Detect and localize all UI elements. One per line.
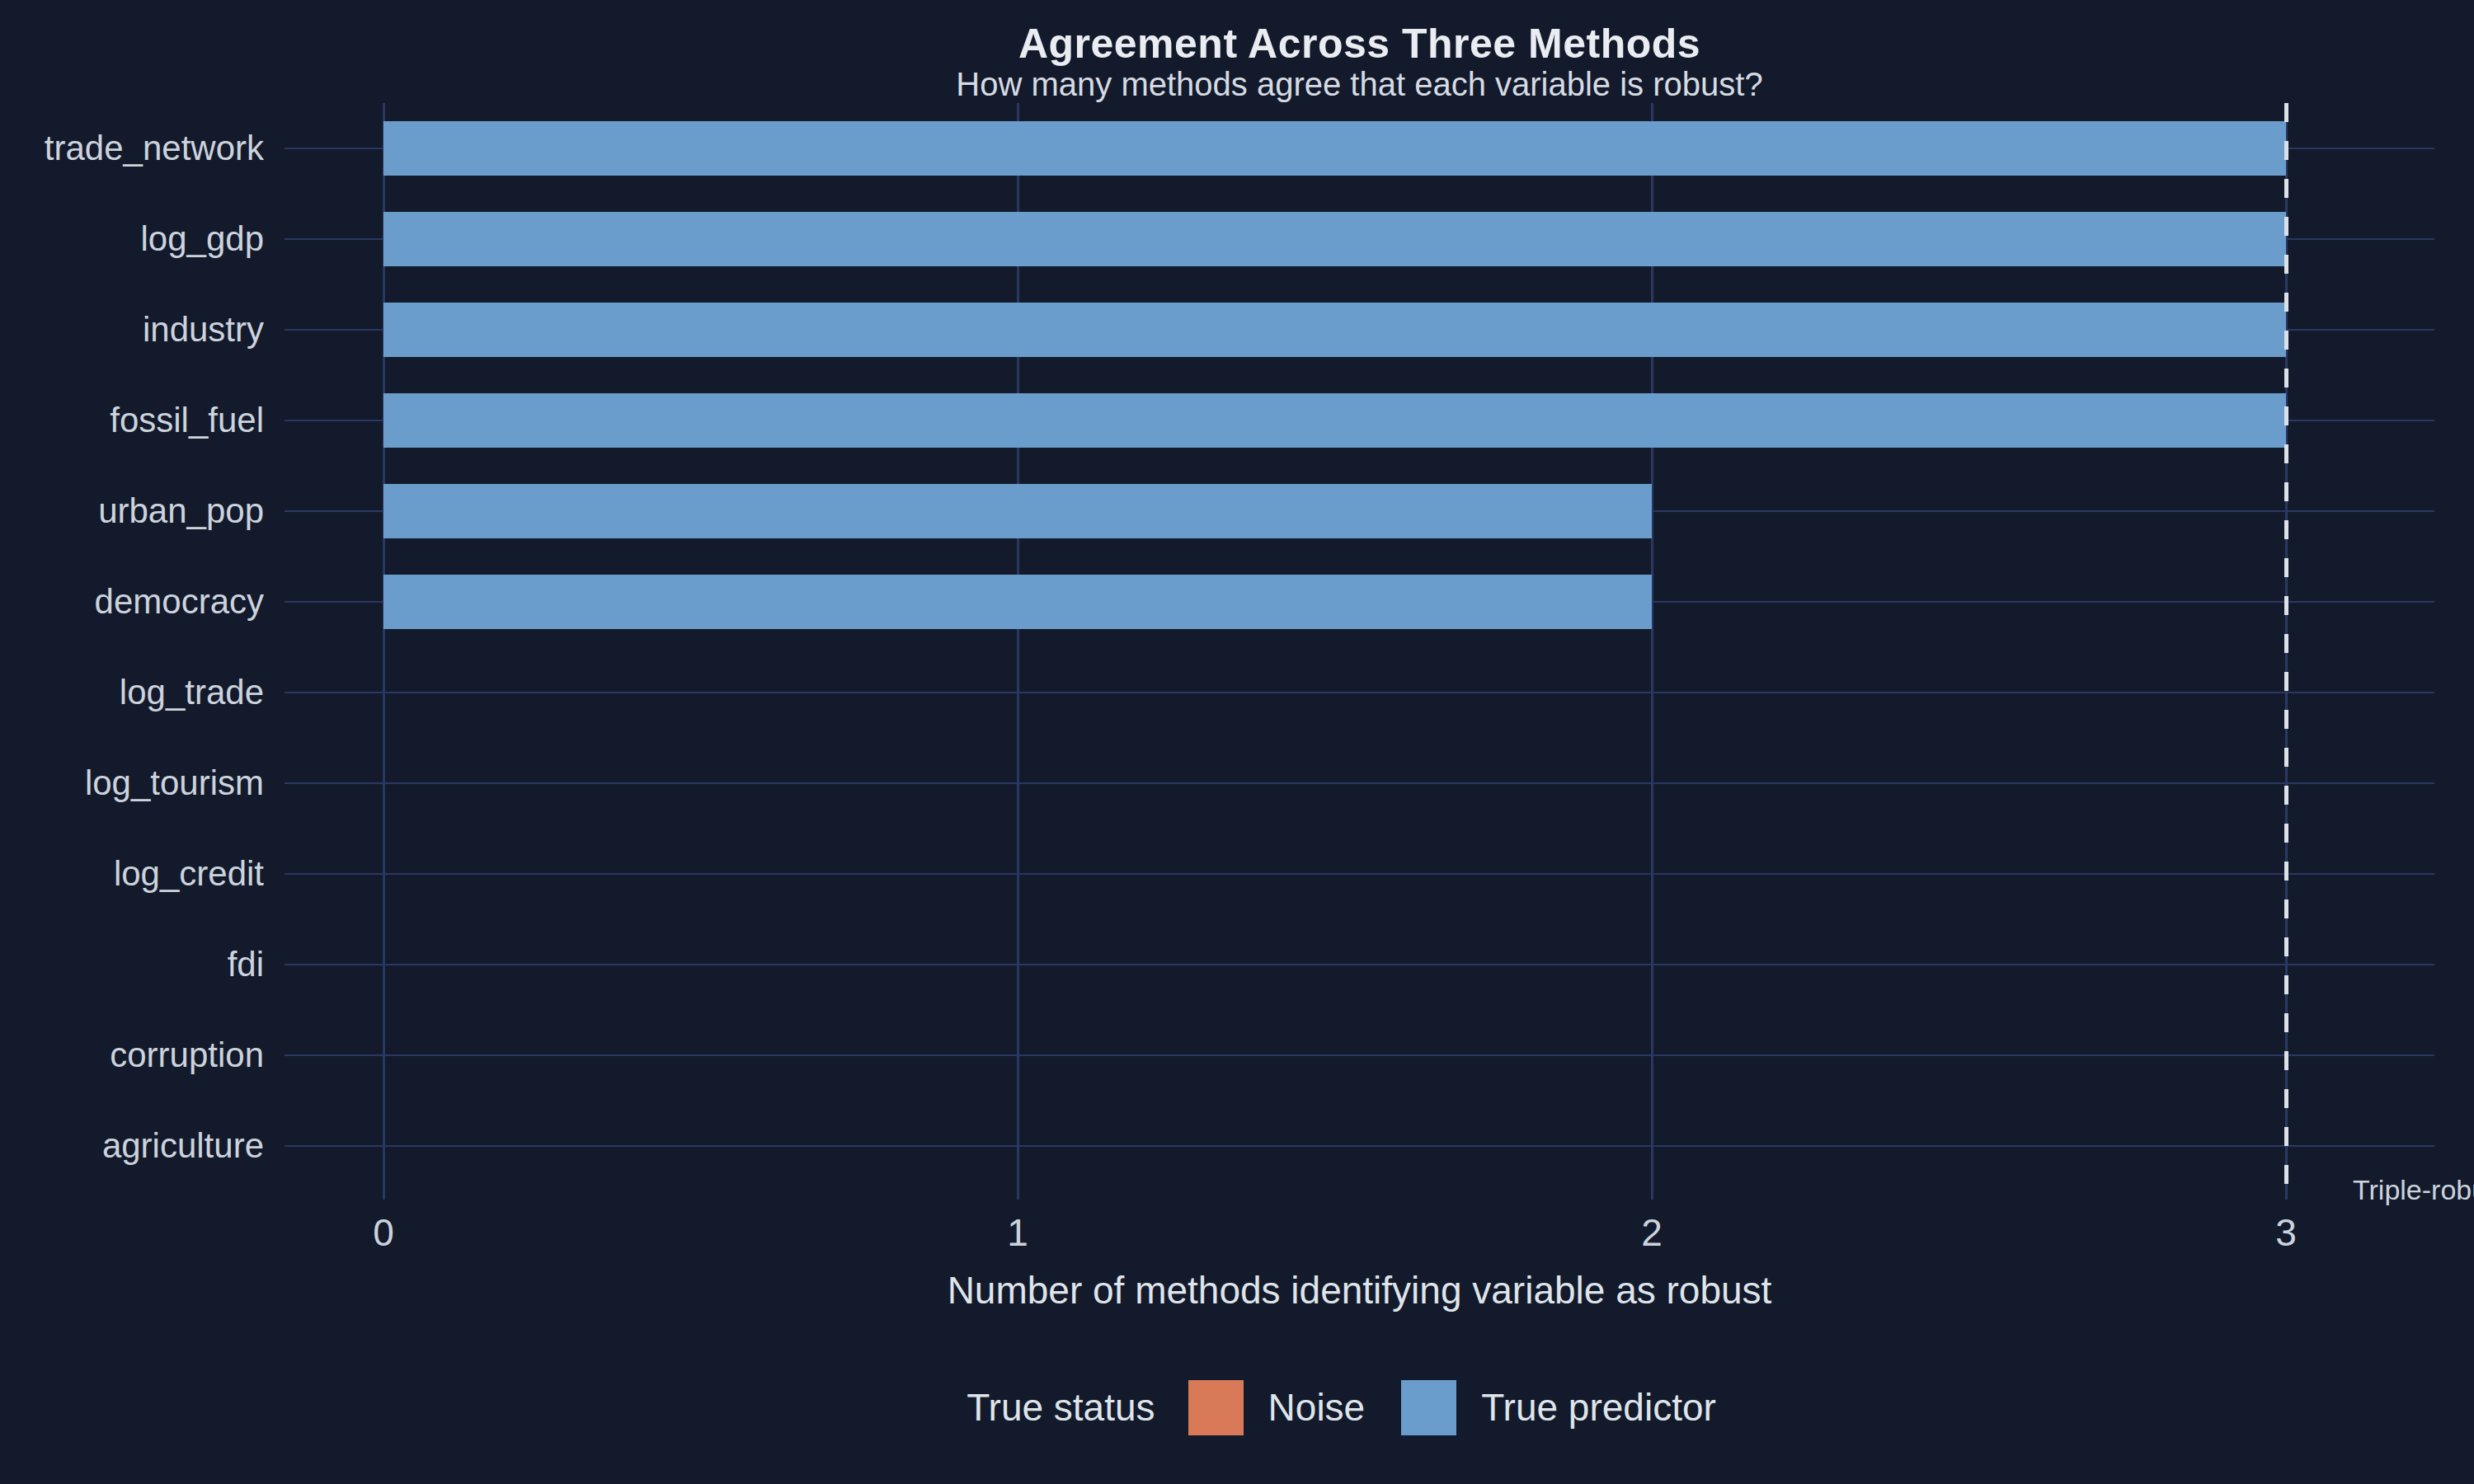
y-axis-label: corruption [0,1010,264,1101]
y-axis-label: log_trade [0,647,264,738]
y-axis-label: log_tourism [0,738,264,829]
x-axis-tick-label: 3 [2220,1210,2352,1255]
legend-swatch-true-predictor [1401,1380,1456,1435]
legend-label: True predictor [1481,1385,1716,1430]
x-axis-tick-label: 0 [317,1210,449,1255]
bar-log_gdp [383,212,2286,266]
x-axis-tick-label: 2 [1586,1210,1718,1255]
x-axis-title: Number of methods identifying variable a… [285,1268,2434,1313]
gridline-horizontal [285,1145,2434,1147]
y-axis-label: industry [0,284,264,375]
y-axis-label: fdi [0,919,264,1010]
gridline-vertical [383,103,385,1200]
reference-dashed-line [2284,103,2288,1200]
reference-line-label: Triple-robust [2353,1174,2474,1206]
bar-urban_pop [383,484,1652,538]
figure: Agreement Across Three Methods How many … [0,0,2474,1484]
y-axis-label: log_gdp [0,194,264,284]
legend-label: Noise [1268,1385,1366,1430]
y-axis-label: trade_network [0,103,264,194]
legend-title: True status [967,1385,1155,1430]
bar-trade_network [383,121,2286,176]
bar-industry [383,303,2286,357]
gridline-horizontal [285,692,2434,693]
legend: True status Noise True predictor [285,1375,2434,1439]
gridline-vertical [1017,103,1019,1200]
gridline-horizontal [285,873,2434,875]
chart-subtitle: How many methods agree that each variabl… [285,66,2434,103]
x-axis-tick-label: 1 [952,1210,1084,1255]
gridline-vertical [1651,103,1653,1200]
gridline-horizontal [285,964,2434,965]
bar-fossil_fuel [383,393,2286,448]
y-axis-label: log_credit [0,829,264,919]
gridline-horizontal [285,1054,2434,1056]
y-axis-label: urban_pop [0,466,264,556]
gridline-horizontal [285,782,2434,784]
chart-title: Agreement Across Three Methods [285,20,2434,68]
y-axis-label: democracy [0,556,264,647]
chart-page: { "chart_data": { "type": "bar", "orient… [0,0,2474,1484]
legend-swatch-noise [1188,1380,1244,1435]
bar-democracy [383,575,1652,629]
y-axis-label: agriculture [0,1101,264,1191]
y-axis-label: fossil_fuel [0,375,264,466]
